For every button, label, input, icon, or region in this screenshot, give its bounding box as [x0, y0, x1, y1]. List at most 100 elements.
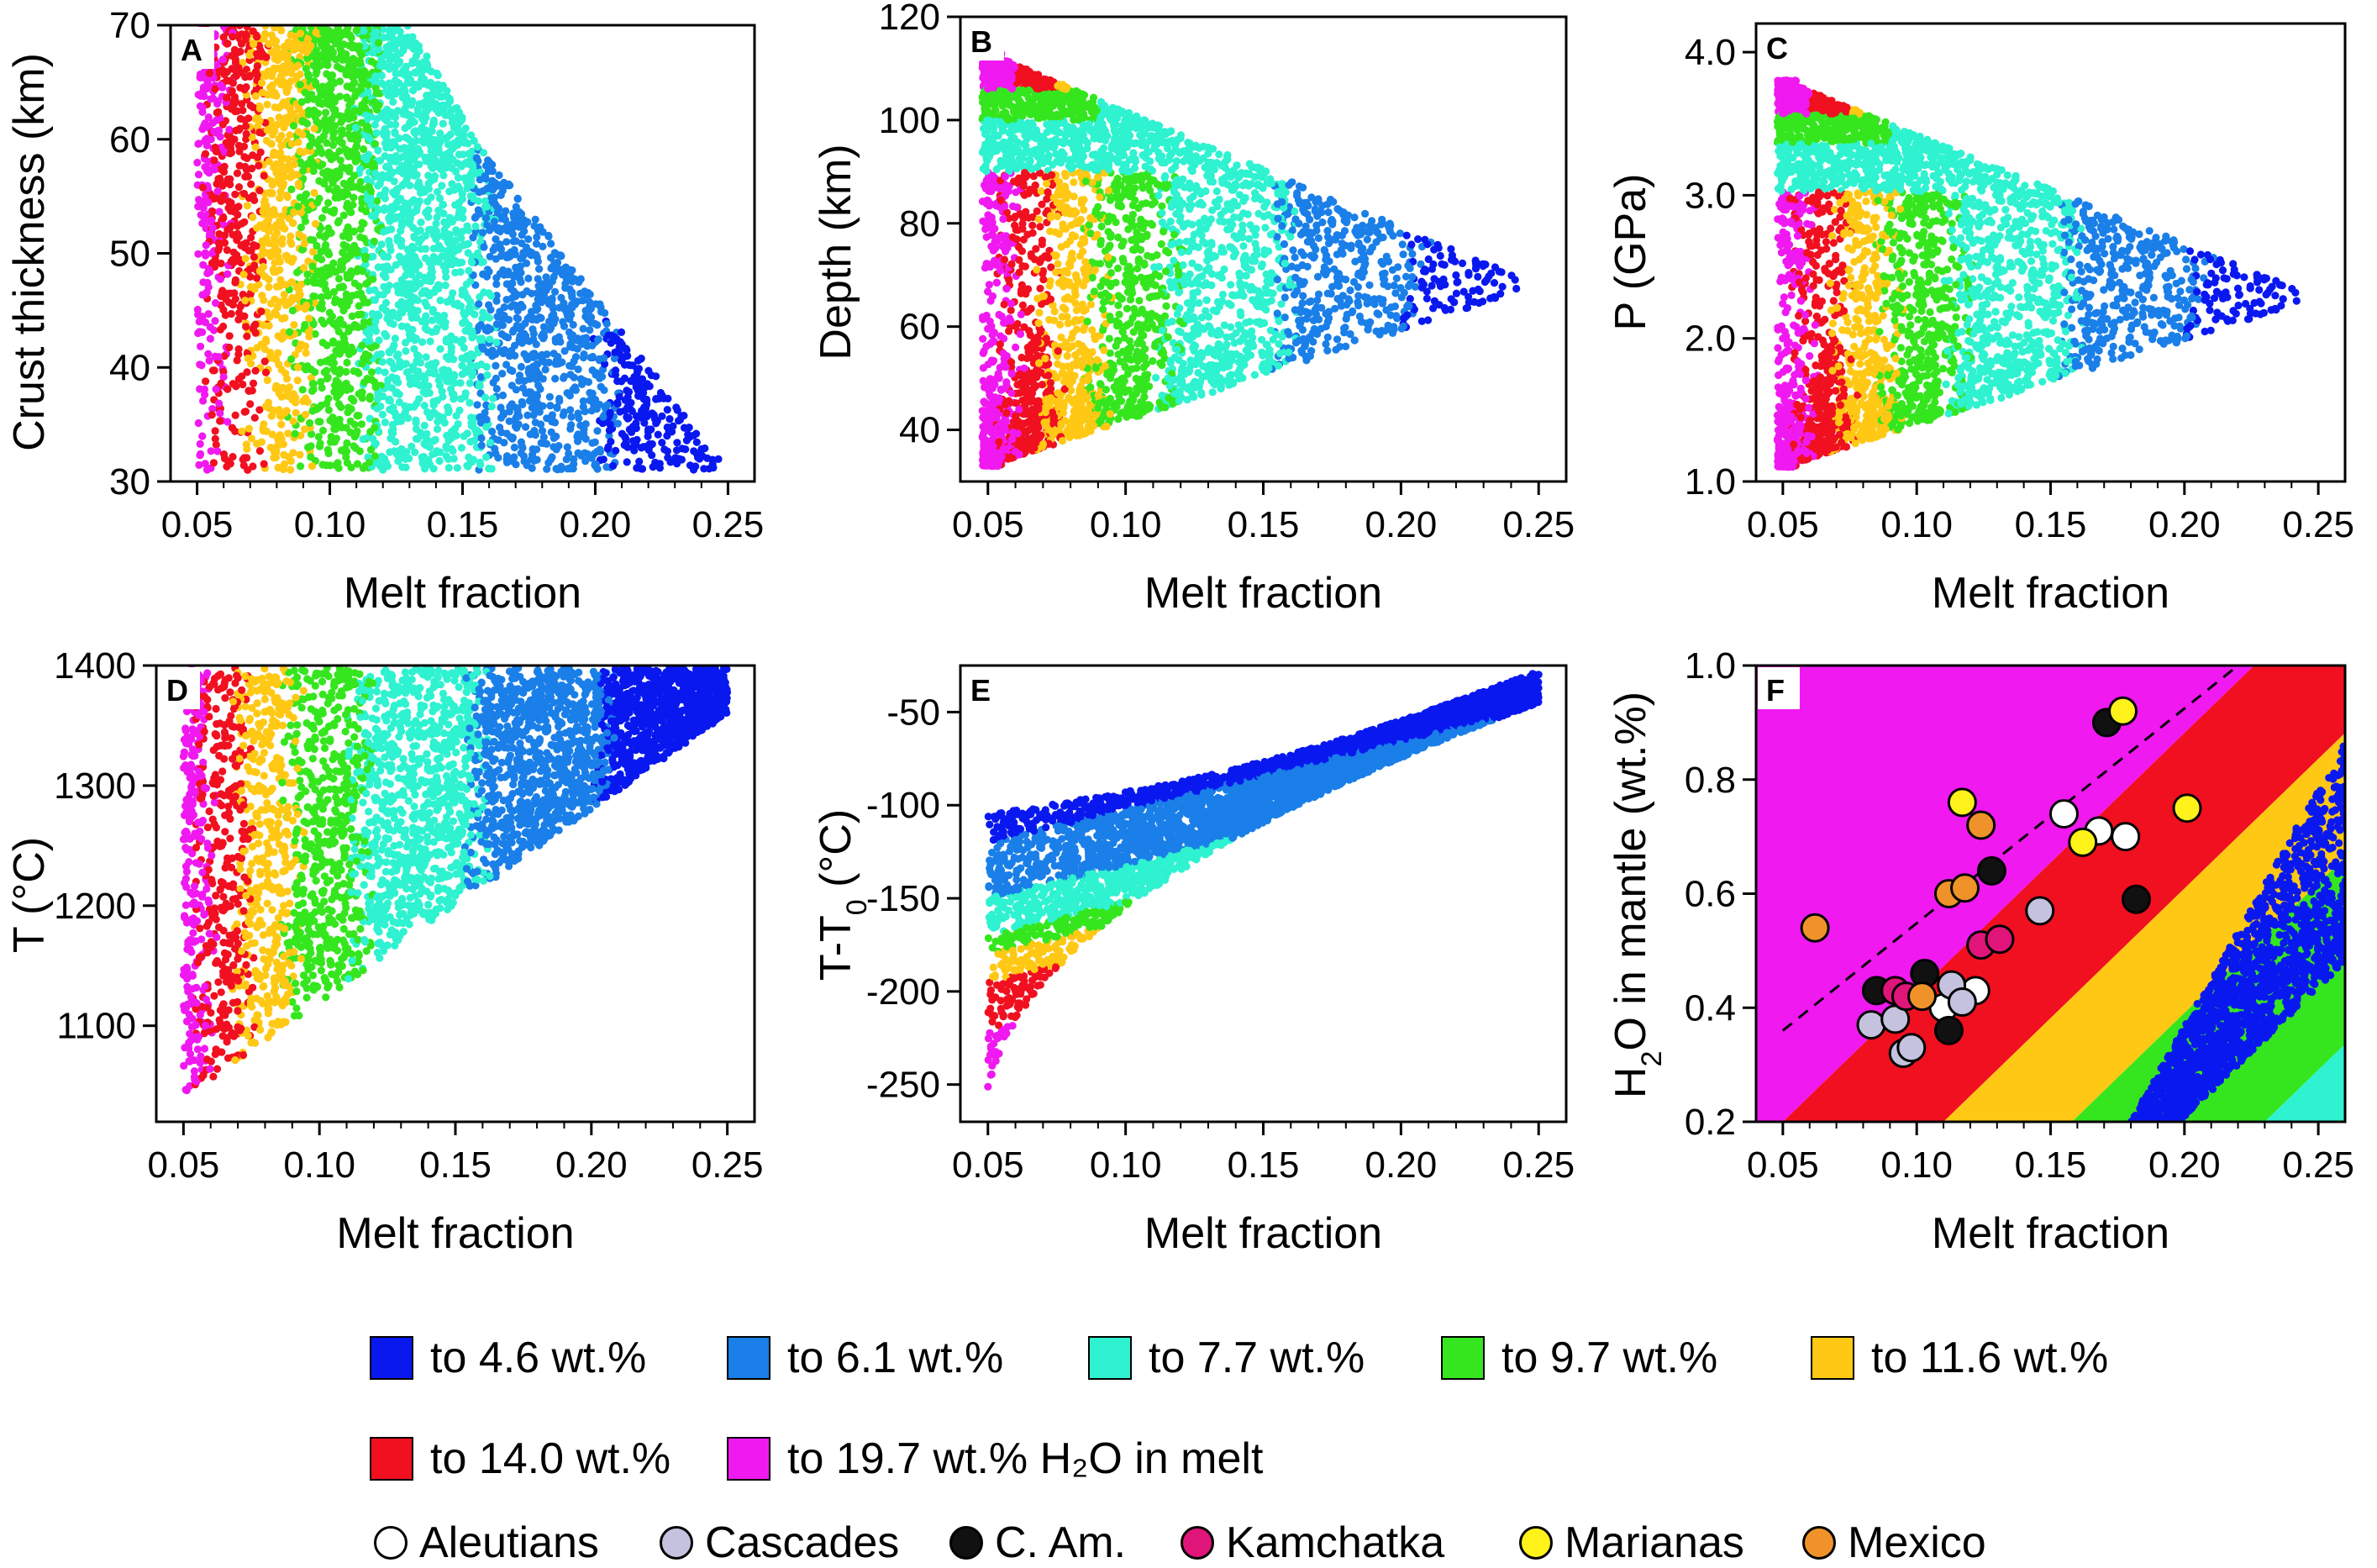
scatter-point — [252, 92, 260, 100]
x-tick-label: 0.15 — [427, 504, 499, 545]
scatter-point — [383, 134, 391, 142]
scatter-point — [308, 387, 316, 395]
scatter-point — [328, 208, 335, 215]
scatter-point — [265, 228, 272, 235]
scatter-point — [390, 403, 397, 411]
scatter-point — [351, 421, 359, 429]
scatter-point — [510, 453, 518, 460]
scatter-point — [518, 442, 526, 450]
scatter-point — [224, 39, 231, 47]
scatter-point — [535, 266, 543, 273]
scatter-point — [574, 345, 581, 353]
y-tick-label: 60 — [109, 119, 150, 160]
scatter-point — [398, 308, 406, 316]
scatter-point — [353, 246, 360, 254]
scatter-point — [337, 257, 344, 265]
scatter-point — [548, 429, 555, 436]
scatter-point — [268, 177, 276, 185]
scatter-point — [329, 260, 337, 267]
scatter-point — [225, 344, 233, 351]
scatter-point — [201, 386, 208, 393]
scatter-point — [646, 442, 654, 450]
scatter-point — [483, 273, 491, 281]
scatter-point — [600, 387, 607, 394]
scatter-point — [301, 321, 308, 329]
scatter-point — [283, 88, 291, 96]
scatter-point — [238, 372, 245, 380]
scatter-point — [260, 460, 268, 468]
scatter-point — [392, 261, 400, 269]
scatter-point — [309, 380, 317, 387]
scatter-point — [210, 459, 218, 466]
scatter-point — [330, 31, 338, 39]
scatter-point — [212, 144, 219, 151]
scatter-point — [533, 397, 540, 404]
scatter-point — [597, 371, 604, 379]
scatter-point — [418, 73, 425, 81]
scatter-point — [492, 362, 499, 370]
scatter-point — [421, 126, 429, 134]
scatter-point — [469, 160, 476, 168]
scatter-point — [621, 407, 628, 414]
scatter-point — [358, 420, 365, 428]
scatter-point — [311, 125, 318, 133]
scatter-point — [305, 107, 313, 114]
scatter-point — [476, 293, 483, 301]
scatter-point — [308, 262, 316, 270]
scatter-point — [561, 284, 569, 292]
scatter-point — [464, 463, 471, 471]
scatter-point — [634, 392, 642, 400]
scatter-point — [397, 88, 404, 96]
scatter-point — [426, 389, 434, 397]
scatter-point — [422, 245, 429, 253]
scatter-point — [547, 239, 555, 247]
scatter-point — [543, 440, 550, 448]
scatter-point — [664, 448, 671, 455]
scatter-point — [288, 140, 296, 148]
scatter-point — [258, 79, 266, 87]
scatter-point — [430, 437, 438, 445]
scatter-point — [339, 307, 347, 314]
scatter-point — [416, 381, 423, 389]
y-axis-label: Crust thickness (km) — [5, 53, 54, 451]
scatter-point — [477, 434, 485, 442]
scatter-point — [310, 189, 318, 197]
scatter-point — [1499, 283, 1507, 291]
scatter-point — [658, 439, 665, 446]
scatter-point — [402, 134, 410, 141]
scatter-point — [306, 419, 313, 427]
scatter-point — [454, 464, 461, 471]
scatter-point — [294, 364, 302, 371]
scatter-point — [386, 282, 393, 289]
scatter-point — [465, 150, 473, 157]
scatter-point — [268, 140, 276, 148]
scatter-point — [257, 308, 265, 315]
scatter-point — [343, 359, 350, 366]
scatter-point — [386, 397, 393, 404]
scatter-point — [297, 462, 304, 470]
scatter-point — [371, 318, 379, 325]
scatter-point — [240, 271, 248, 278]
scatter-point — [369, 253, 376, 260]
scatter-point — [218, 380, 225, 387]
scatter-point — [213, 187, 221, 195]
scatter-point — [323, 70, 330, 77]
scatter-point — [468, 259, 476, 266]
scatter-point — [664, 406, 671, 413]
scatter-point — [314, 109, 322, 117]
scatter-point — [555, 304, 563, 312]
scatter-point — [671, 454, 679, 461]
scatter-point — [310, 61, 318, 69]
scatter-point — [391, 215, 398, 223]
scatter-point — [386, 448, 393, 455]
scatter-point — [378, 240, 386, 248]
scatter-point — [245, 173, 252, 181]
scatter-point — [380, 251, 387, 259]
scatter-point — [228, 149, 235, 156]
scatter-point — [398, 162, 406, 170]
scatter-point — [449, 289, 456, 297]
scatter-point — [305, 329, 313, 336]
scatter-point — [371, 170, 379, 177]
scatter-point — [497, 228, 504, 235]
scatter-point — [225, 126, 233, 134]
